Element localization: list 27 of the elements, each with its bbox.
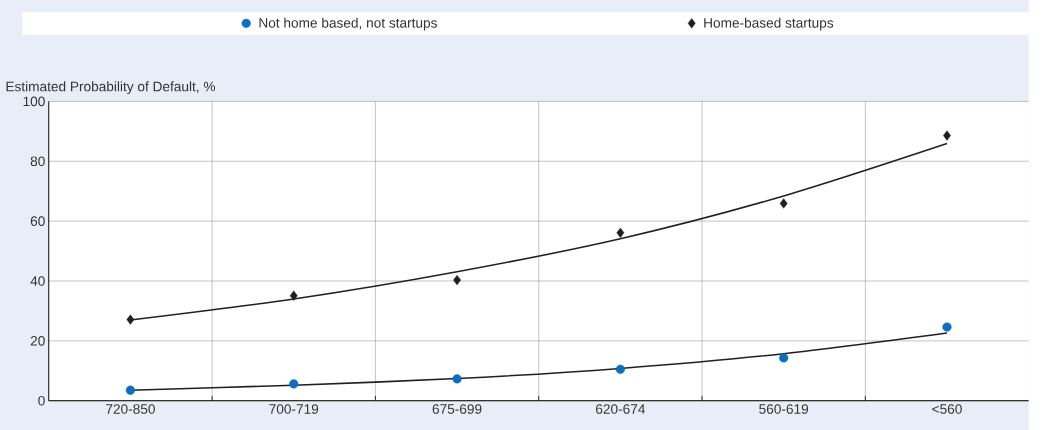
point [615,364,625,374]
point [125,385,136,395]
y-tick-label: 80 [30,156,45,167]
point [616,227,625,238]
point [943,130,951,141]
point [779,353,789,363]
point [452,374,462,384]
point [942,322,952,332]
point [779,198,788,209]
point [289,379,299,389]
point [453,275,461,286]
y-tick-label: 100 [23,96,45,107]
legend-label: Not home based, not startups [259,17,437,31]
x-tick-label: 675-699 [432,404,482,414]
y-tick-label: 0 [38,395,45,406]
y-tick-label: 40 [30,276,45,286]
x-tick-label: 620-674 [596,404,645,414]
x-tick-label: <560 [932,404,962,414]
y-axis-title: Estimated Probability of Default, % [6,81,216,95]
y-tick-label: 60 [30,216,45,226]
legend-label: Home-based startups [704,17,834,31]
x-tick-label: 700-719 [269,404,319,414]
point [126,314,135,325]
point [289,290,298,301]
y-tick-label: 20 [30,336,45,346]
x-tick-label: 720-850 [106,404,155,414]
x-tick-label: 560-619 [759,404,809,414]
